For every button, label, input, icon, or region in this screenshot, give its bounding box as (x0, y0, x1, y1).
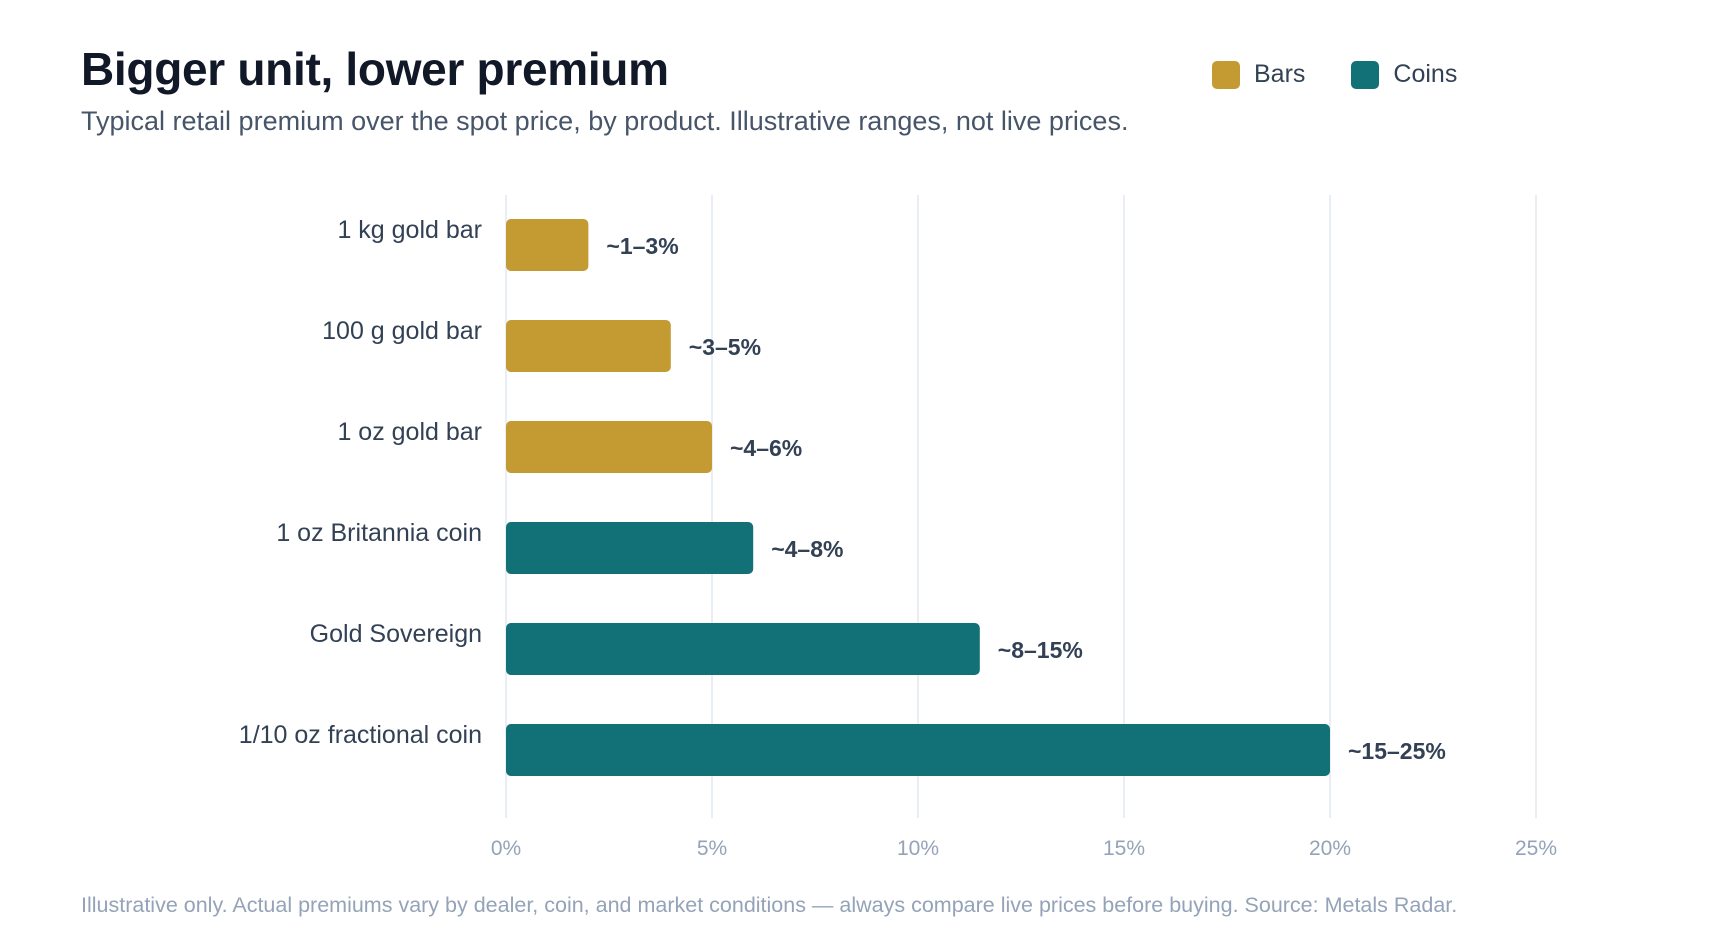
category-label: 100 g gold bar (322, 317, 482, 345)
legend-item-bars: Bars (1212, 60, 1305, 89)
bar (506, 421, 712, 473)
legend: Bars Coins (1212, 60, 1457, 89)
x-tick-label: 10% (897, 837, 939, 860)
data-label: ~4–8% (771, 536, 843, 562)
category-label: 1 oz gold bar (337, 418, 482, 446)
category-label: 1 kg gold bar (337, 216, 482, 244)
legend-item-coins: Coins (1351, 60, 1457, 89)
x-tick-label: 0% (491, 837, 521, 860)
legend-swatch-coins (1351, 60, 1380, 89)
chart-title: Bigger unit, lower premium (81, 43, 669, 95)
data-label: ~4–6% (730, 435, 802, 461)
x-tick-label: 25% (1515, 837, 1557, 860)
legend-label-coins: Coins (1393, 60, 1458, 88)
data-label: ~8–15% (998, 637, 1083, 663)
category-label: 1/10 oz fractional coin (239, 721, 482, 749)
data-label: ~3–5% (689, 334, 761, 360)
bar (506, 219, 589, 271)
x-tick-label: 15% (1103, 837, 1145, 860)
chart-subtitle: Typical retail premium over the spot pri… (81, 106, 1129, 136)
x-tick-label: 20% (1309, 837, 1351, 860)
bar (506, 320, 671, 372)
bar (506, 623, 980, 675)
data-label: ~15–25% (1348, 738, 1446, 764)
x-tick-label: 5% (697, 837, 727, 860)
legend-swatch-bars (1212, 60, 1240, 89)
category-label: Gold Sovereign (310, 620, 482, 648)
legend-label-bars: Bars (1254, 60, 1306, 88)
chart-footer-note: Illustrative only. Actual premiums vary … (81, 893, 1458, 917)
bar (506, 724, 1330, 776)
category-label: 1 oz Britannia coin (276, 519, 482, 547)
bar (506, 522, 754, 574)
data-label: ~1–3% (606, 233, 678, 259)
